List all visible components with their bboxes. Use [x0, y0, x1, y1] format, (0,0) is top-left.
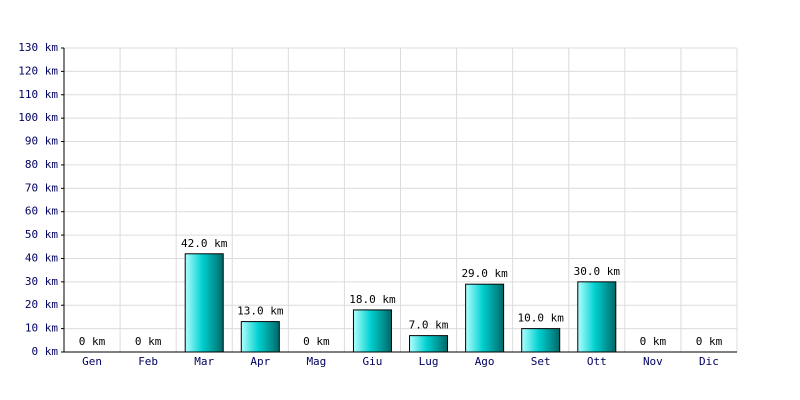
value-label: 18.0 km: [349, 293, 396, 306]
y-tick-label: 50 km: [25, 228, 58, 241]
bar: [521, 328, 561, 353]
y-tick-label: 30 km: [25, 275, 58, 288]
y-tick-label: 40 km: [25, 251, 58, 264]
value-label: 0 km: [696, 335, 723, 348]
x-tick-label: Ago: [475, 355, 495, 368]
x-tick-label: Ott: [587, 355, 607, 368]
value-label: 0 km: [640, 335, 667, 348]
x-tick-label: Apr: [250, 355, 270, 368]
bar: [184, 253, 224, 353]
x-tick-label: Dic: [699, 355, 719, 368]
x-tick-label: Giu: [363, 355, 383, 368]
y-tick-label: 120 km: [18, 64, 58, 77]
x-tick-label: Mar: [194, 355, 214, 368]
bar: [409, 335, 449, 353]
y-tick-label: 0 km: [32, 345, 59, 358]
y-tick-label: 110 km: [18, 88, 58, 101]
x-tick-label: Feb: [138, 355, 158, 368]
y-tick-label: 70 km: [25, 181, 58, 194]
value-label: 10.0 km: [518, 312, 565, 325]
y-tick-label: 90 km: [25, 135, 58, 148]
value-label: 0 km: [79, 335, 106, 348]
y-tick-label: 100 km: [18, 111, 58, 124]
y-tick-label: 20 km: [25, 298, 58, 311]
bar: [465, 283, 505, 353]
value-label: 0 km: [135, 335, 162, 348]
y-tick-label: 130 km: [18, 41, 58, 54]
x-tick-label: Lug: [419, 355, 439, 368]
x-tick-label: Gen: [82, 355, 102, 368]
value-label: 42.0 km: [181, 237, 228, 250]
y-tick-label: 10 km: [25, 322, 58, 335]
x-tick-label: Set: [531, 355, 551, 368]
value-label: 7.0 km: [409, 319, 449, 332]
y-tick-label: 80 km: [25, 158, 58, 171]
value-label: 30.0 km: [574, 265, 621, 278]
x-tick-label: Nov: [643, 355, 663, 368]
bar: [352, 309, 392, 353]
bar: [577, 281, 617, 353]
y-tick-label: 60 km: [25, 205, 58, 218]
x-tick-label: Mag: [306, 355, 326, 368]
value-label: 13.0 km: [237, 305, 284, 318]
bar: [240, 321, 280, 353]
value-label: 0 km: [303, 335, 330, 348]
value-label: 29.0 km: [461, 267, 508, 280]
